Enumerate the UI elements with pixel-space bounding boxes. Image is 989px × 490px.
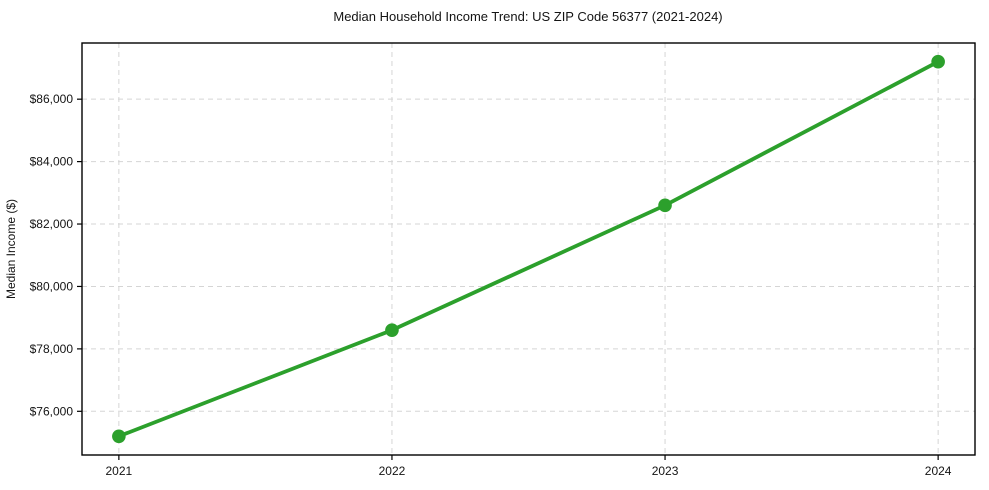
plot-border [81, 42, 976, 456]
chart-title: Median Household Income Trend: US ZIP Co… [333, 9, 722, 24]
data-point-2024 [931, 54, 945, 69]
tick-labels-layer: $76,000 $78,000 $80,000 $82,000 $84,000 $86,0… [30, 92, 952, 478]
y-tick-label: $78,000 [30, 342, 74, 356]
y-tick-label: $82,000 [30, 217, 74, 231]
series-layer [112, 54, 945, 444]
y-tick-label: $84,000 [30, 155, 74, 169]
x-tick-label: 2023 [652, 464, 679, 478]
x-tick-label: 2022 [379, 464, 406, 478]
x-tick-label: 2024 [925, 464, 952, 478]
y-tick-label: $86,000 [30, 92, 74, 106]
grid-layer [82, 43, 975, 455]
data-point-2022 [385, 323, 399, 337]
data-point-2021 [112, 429, 126, 444]
y-tick-label: $76,000 [30, 404, 74, 418]
data-point-2023 [658, 198, 672, 213]
y-axis-label: Median Income ($) [4, 199, 18, 299]
x-tick-label: 2021 [106, 464, 133, 478]
trend-line [116, 59, 941, 439]
y-tick-label: $80,000 [30, 279, 74, 293]
axis-ticks-layer [77, 98, 939, 460]
